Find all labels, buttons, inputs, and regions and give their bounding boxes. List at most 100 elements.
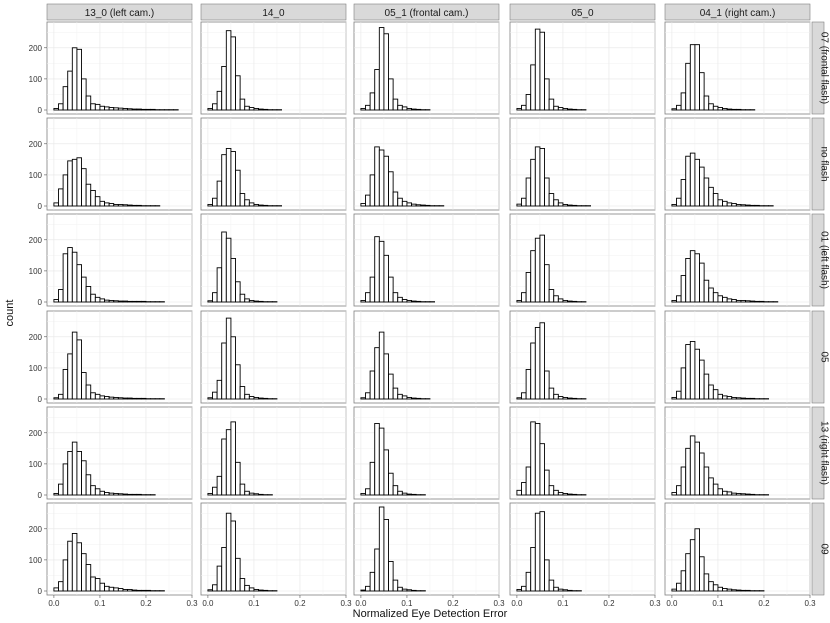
histogram-bar	[388, 78, 394, 111]
column-strip-bg	[353, 3, 500, 21]
facet-panel	[353, 406, 500, 500]
histogram-bar	[539, 511, 545, 592]
histogram-bar	[689, 152, 696, 207]
column-strip-label: 05_0	[571, 8, 594, 19]
row-strip-bg	[811, 406, 825, 500]
histogram-bar	[131, 397, 138, 400]
facet-panel	[46, 310, 193, 404]
histogram-bar	[117, 107, 124, 111]
histogram-bar	[388, 171, 394, 207]
histogram-bar	[411, 589, 417, 592]
histogram-bar	[689, 539, 696, 592]
histogram-bar	[388, 373, 394, 400]
histogram-bar	[420, 204, 426, 207]
histogram-bar	[53, 397, 59, 400]
histogram-bar	[207, 589, 213, 592]
histogram-bar	[262, 204, 269, 207]
histogram-bar	[685, 155, 691, 207]
histogram-bar	[117, 588, 124, 592]
histogram-bar	[689, 340, 696, 400]
histogram-bar	[258, 397, 264, 400]
row-strip: 09	[811, 502, 830, 596]
histogram-bar	[369, 370, 376, 400]
histogram-bar	[392, 292, 399, 303]
facet-panel	[200, 406, 347, 500]
histogram-bar	[212, 584, 218, 592]
y-tick-label: 0	[38, 106, 43, 115]
histogram-bar	[221, 342, 227, 400]
histogram-bar	[553, 586, 559, 592]
histogram-bar	[383, 33, 389, 111]
histogram-bar	[108, 203, 115, 207]
histogram-bar	[99, 105, 105, 111]
histogram-bar	[411, 203, 417, 207]
histogram-bar	[694, 348, 700, 400]
histogram-bar	[136, 493, 142, 496]
histogram-bar	[244, 393, 250, 400]
y-tick-label: 0	[38, 298, 43, 307]
histogram-bar	[81, 460, 87, 496]
histogram-bar	[534, 28, 541, 111]
histogram-bar	[225, 237, 232, 303]
histogram-bar	[81, 553, 87, 592]
histogram-bar	[553, 295, 559, 303]
histogram-bar	[58, 483, 64, 496]
histogram-bar	[534, 326, 541, 400]
y-tick-label: 0	[38, 491, 43, 500]
histogram-bar	[754, 204, 760, 207]
histogram-bar	[544, 264, 550, 303]
histogram-bar	[76, 339, 82, 400]
histogram-bar	[207, 203, 213, 207]
histogram-bar	[53, 202, 59, 207]
histogram-bar	[258, 300, 264, 303]
histogram-bar	[712, 483, 719, 496]
histogram-bar	[735, 589, 742, 592]
histogram-bar	[401, 395, 408, 400]
histogram-bar	[521, 292, 527, 303]
histogram-bar	[221, 231, 227, 303]
histogram-bar	[67, 247, 73, 303]
facet-panel	[46, 213, 193, 307]
histogram-bar	[703, 466, 710, 496]
histogram-bar	[557, 202, 564, 207]
histogram-bar	[754, 300, 760, 303]
histogram-bar	[85, 384, 92, 400]
histogram-bar	[230, 257, 236, 303]
histogram-bar	[699, 359, 705, 400]
histogram-bar	[557, 107, 564, 111]
histogram-bar	[521, 482, 527, 496]
histogram-bar	[122, 300, 129, 303]
row-strip-label: 05	[819, 351, 830, 363]
histogram-bar	[360, 299, 366, 303]
x-tick-label: 0.1	[248, 599, 260, 608]
histogram-bar	[521, 104, 527, 111]
row-strip-label: 13 (right flash)	[819, 421, 830, 485]
histogram-bar	[104, 585, 110, 592]
histogram-bar	[216, 379, 223, 400]
histogram-bar	[525, 177, 532, 207]
row-strip-label: no flash	[819, 146, 830, 181]
histogram-bar	[108, 107, 115, 111]
row-strip-label: 07 (frontal flash)	[819, 32, 830, 104]
histogram-bar	[90, 103, 96, 111]
x-tick-label: 0.3	[649, 599, 661, 608]
histogram-bar	[557, 588, 564, 592]
histogram-bar	[749, 397, 756, 400]
facet-panel	[200, 117, 347, 211]
histogram-bar	[671, 588, 677, 592]
histogram-bar	[726, 491, 733, 496]
histogram-bar	[378, 331, 385, 400]
column-strip-label: 13_0 (left cam.)	[85, 8, 154, 19]
histogram-bar	[699, 72, 705, 111]
histogram-bar	[516, 489, 522, 496]
histogram-bar	[374, 548, 380, 592]
histogram-bar	[374, 236, 380, 303]
histogram-bar	[571, 204, 578, 207]
histogram-bar	[104, 202, 110, 207]
row-strip: 01 (left flash)	[811, 213, 830, 307]
histogram-bar	[712, 105, 719, 111]
histogram-bar	[516, 588, 522, 592]
histogram-bar	[397, 393, 403, 400]
histogram-bar	[85, 474, 92, 496]
histogram-bar	[90, 392, 96, 400]
